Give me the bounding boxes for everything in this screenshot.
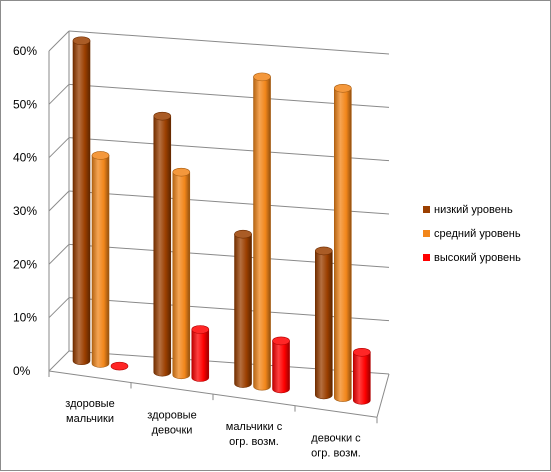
y-tick-label: 60% [13,44,37,58]
bar-cap [110,361,129,371]
bar-body [172,171,191,380]
axes [48,31,390,424]
gridline-side [48,243,70,265]
bar-body [72,40,91,366]
bar-body [353,351,371,405]
bar-body [315,250,333,400]
bar-cap [153,111,172,121]
y-tick-label: 40% [13,151,37,165]
legend-label: средний уровень [434,228,521,240]
bar-body [272,340,290,394]
y-tick-label: 30% [13,204,37,218]
y-tick-label: 50% [13,97,37,111]
y-tick-label: 10% [13,311,37,325]
gridline-side [48,350,70,372]
bar [272,336,290,394]
gridlines [48,30,390,375]
y-tick-label: 20% [13,257,37,271]
bar-cap [172,167,191,177]
gridline [68,30,390,55]
gridline-side [48,30,70,52]
bar [315,246,333,400]
x-category-label: девочки [152,424,193,436]
bar-cap [353,347,371,357]
floor-right-edge [376,373,390,418]
bar-cap [191,325,210,334]
bar-cap [72,36,91,46]
bar [110,361,129,371]
x-category-label: здоровые [147,409,196,421]
bar-cap [91,151,110,160]
legend-swatch [423,254,430,261]
bar-cap [234,229,252,239]
bar [353,347,371,405]
legend-swatch [423,230,430,237]
axis-labels: 0% 10% 20% 30% 40% 50% 60% здоровые мальчики здор… [13,44,361,459]
bar [153,111,172,377]
bar-body [91,155,110,368]
legend-label: низкий уровень [434,204,513,216]
gridline-side [48,297,70,319]
bar-body [153,115,172,377]
bars [72,36,371,405]
bar [234,229,252,388]
x-category-label: девочки с [311,432,361,444]
bar-cap [315,246,333,256]
gridline-side [48,83,70,105]
x-category-label: огр. возм. [229,436,279,448]
bar-body [253,76,271,391]
bar [334,83,352,402]
legend-swatch [423,206,430,213]
x-category-label: мальчики с [226,421,283,433]
bar [91,151,110,368]
bar-cap [253,72,271,82]
x-category-label: мальчики [66,413,114,425]
gridline-side [48,190,70,212]
bar-body [334,87,352,402]
bar-cap [272,336,290,346]
bar [172,167,191,380]
legend-label: высокий уровень [434,252,521,264]
bar [191,325,210,382]
bar [72,36,91,366]
y-tick-label: 0% [13,364,31,378]
x-category-label: огр. возм. [311,447,361,459]
gridline-side [48,137,70,159]
bar-body [234,233,252,388]
legend: низкий уровень средний уровень высокий уро… [423,204,521,264]
bar-cap [334,83,352,93]
bar-body [191,329,210,382]
x-category-label: здоровые [65,398,114,410]
bar [253,72,271,391]
